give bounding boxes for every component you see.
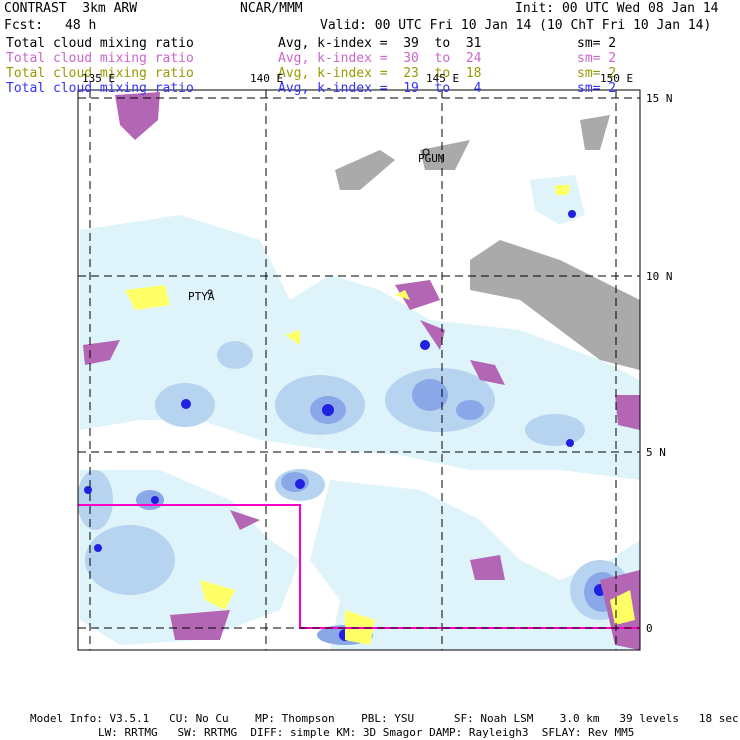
footer-model-info: Model Info: V3.5.1 CU: No Cu MP: Thompso…	[30, 712, 739, 725]
lat-label-15n: 15 N	[646, 92, 673, 105]
map-frame	[77, 89, 641, 651]
chart-title: CONTRAST 3km ARW	[4, 1, 138, 16]
lon-label-135: 135 E	[82, 72, 116, 85]
field-stat-3: Avg, k-index = 23 to 18	[278, 66, 482, 81]
field-name-2: Total cloud mixing ratio	[6, 51, 194, 66]
place-pgum: PGUM	[418, 152, 445, 165]
center-label: NCAR/MMM	[240, 1, 303, 16]
init-time: Init: 00 UTC Wed 08 Jan 14	[515, 1, 719, 16]
footer-physics-info: LW: RRTMG SW: RRTMG DIFF: simple KM: 3D …	[98, 726, 635, 739]
field-name-3: Total cloud mixing ratio	[6, 66, 194, 81]
field-name-4: Total cloud mixing ratio	[6, 81, 194, 96]
lat-label-10n: 10 N	[646, 270, 673, 283]
lat-label-5n: 5 N	[646, 446, 666, 459]
cloud-field	[78, 92, 640, 650]
pgum-marker	[422, 148, 430, 156]
field-stat-4: Avg, k-index = 19 to 4	[278, 81, 482, 96]
cloud-grey-layer	[335, 115, 640, 370]
cloud-yellow-layer	[125, 185, 635, 645]
field-name-1: Total cloud mixing ratio	[6, 36, 194, 51]
cloud-light-layer	[80, 175, 640, 650]
field-smooth-4: sm= 2	[577, 81, 617, 96]
field-stat-2: Avg, k-index = 30 to 24	[278, 51, 482, 66]
lon-label-140: 140 E	[250, 72, 284, 85]
valid-time: Valid: 00 UTC Fri 10 Jan 14 (10 ChT Fri …	[320, 18, 712, 33]
cloud-purple-layer	[83, 92, 640, 650]
lat-label-0: 0	[646, 622, 653, 635]
field-stat-1: Avg, k-index = 39 to 31	[278, 36, 482, 51]
lat-lon-grid	[78, 90, 640, 650]
fcst-value: 48 h	[65, 18, 97, 33]
lon-label-145: 145 E	[426, 72, 460, 85]
field-smooth-3: sm= 2	[577, 66, 617, 81]
field-smooth-2: sm= 2	[577, 51, 617, 66]
ptya-marker	[207, 289, 213, 295]
place-ptya: PTYA	[188, 290, 215, 303]
fcst-label: Fcst:	[4, 18, 44, 33]
field-smooth-1: sm= 2	[577, 36, 617, 51]
lon-label-150: 150 E	[600, 72, 634, 85]
